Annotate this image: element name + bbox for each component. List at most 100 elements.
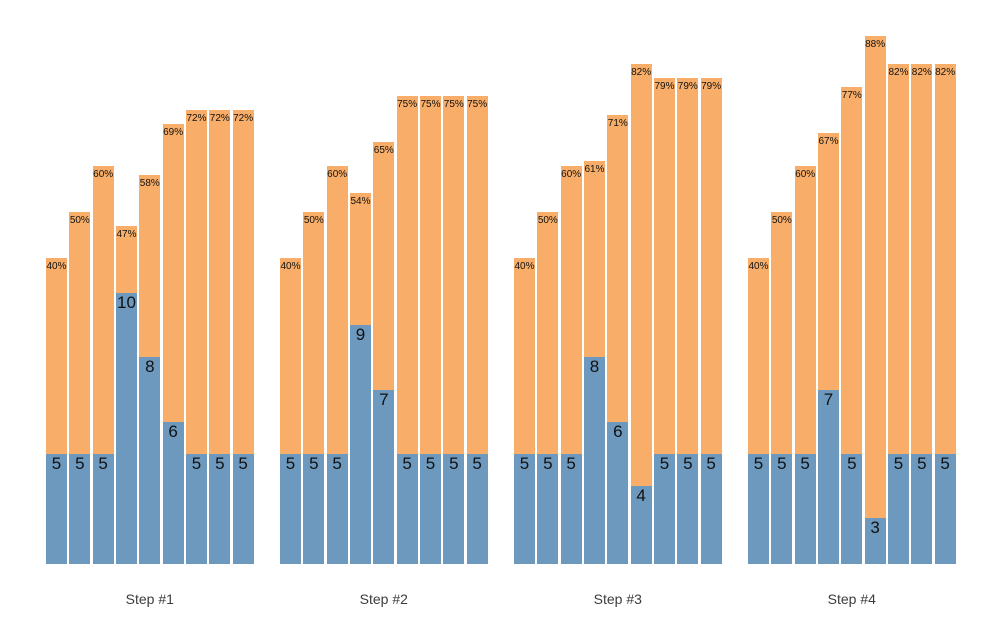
bar-value-label: 4 [636,486,646,506]
bar-blue-segment: 5 [653,454,675,564]
bar-pct-label: 58% [139,177,160,189]
bar-blue-segment: 5 [46,454,67,564]
bar-pct-label: 50% [303,214,324,226]
bar: 82% 4 [630,63,652,564]
bar-pct-label: 88% [865,39,886,50]
bar-blue-segment: 5 [514,454,535,564]
bar-orange-segment: 79% [653,77,675,454]
bar-value-label: 5 [215,454,225,473]
bar-orange-segment: 69% [162,123,184,422]
bar-value-label: 5 [566,454,576,473]
bar-value-label: 5 [191,454,202,473]
bar-value-label: 5 [777,454,787,473]
bar-blue-segment: 5 [934,454,956,564]
bar-blue-segment: 5 [841,454,863,564]
bar: 50% 5 [303,211,325,564]
bar-value-label: 5 [472,454,482,473]
bar: 50% 5 [69,211,91,564]
bar-value-label: 5 [659,454,670,473]
bar-orange-segment: 47% [115,225,137,293]
bar: 58% 8 [139,174,161,564]
bar: 75% 5 [396,96,418,564]
bar-orange-segment: 75% [443,96,465,454]
bar: 40% 5 [46,258,67,564]
bar-pct-label: 82% [631,66,652,78]
bar-value-label: 5 [402,454,412,473]
bar-orange-segment: 65% [373,142,395,390]
bar: 72% 5 [209,110,231,564]
bar-blue-segment: 5 [537,454,559,564]
bar-orange-segment: 88% [864,36,886,519]
bar-orange-segment: 60% [92,165,114,454]
bar-pct-label: 79% [654,80,675,92]
bar-pct-label: 75% [397,99,418,111]
step-label: Step #1 [125,591,174,607]
bar-pct-label: 69% [163,126,184,138]
bar: 79% 5 [700,77,722,564]
bar-pct-label: 75% [420,99,441,111]
bar-blue-segment: 5 [185,454,207,564]
bar-orange-segment: 77% [841,86,863,454]
bar-orange-segment: 60% [326,165,348,454]
bar-orange-segment: 40% [46,258,67,454]
bar: 82% 5 [887,63,909,564]
bar: 40% 5 [280,258,301,564]
bar-value-label: 5 [425,454,436,473]
bar-blue-segment: 9 [349,325,371,564]
bar-pct-label: 72% [186,113,207,124]
bar-value-label: 5 [309,454,319,473]
bar-blue-segment: 8 [139,357,161,564]
bar: 75% 5 [443,96,465,564]
bar-value-label: 5 [98,454,108,473]
bar-orange-segment: 50% [537,211,559,454]
bar: 40% 5 [748,258,769,564]
bar-value-label: 6 [613,421,623,441]
bar: 77% 5 [841,86,863,564]
bar-blue-segment: 5 [303,454,325,564]
bar-orange-segment: 75% [466,96,488,454]
bar-orange-segment: 60% [794,165,816,454]
bar-blue-segment: 5 [466,454,488,564]
step-label: Step #2 [359,591,408,607]
bar-orange-segment: 79% [677,77,699,454]
bar-blue-segment: 7 [817,389,839,564]
bar-orange-segment: 40% [748,258,769,454]
bar-orange-segment: 61% [583,160,605,358]
bar-value-label: 5 [519,454,530,473]
bar-value-label: 5 [285,454,296,473]
bar-orange-segment: 82% [630,63,652,487]
step-label: Step #3 [593,591,642,607]
bar-blue-segment: 5 [677,454,699,564]
bar-pct-label: 50% [537,214,558,226]
bar-blue-segment: 5 [748,454,769,564]
bar-blue-segment: 10 [115,293,137,564]
bar-orange-segment: 75% [396,96,418,454]
bar-orange-segment: 50% [771,211,793,454]
bar: 71% 6 [607,114,629,564]
bar-value-label: 7 [823,389,834,409]
bar-pct-label: 75% [467,99,488,111]
bar-orange-segment: 40% [280,258,301,454]
bar-value-label: 5 [238,454,248,473]
bar-value-label: 5 [940,454,950,473]
bar-pct-label: 40% [46,261,67,272]
bar: 82% 5 [934,63,956,564]
bar: 88% 3 [864,36,886,564]
bar-pct-label: 67% [818,136,839,148]
bar-value-label: 5 [753,454,764,473]
bar-value-label: 5 [847,454,857,473]
bar-orange-segment: 58% [139,174,161,358]
bar-pct-label: 75% [443,99,464,111]
bar-value-label: 8 [589,357,600,377]
bar-pct-label: 40% [748,261,769,272]
bar: 54% 9 [349,193,371,564]
bar: 40% 5 [514,258,535,564]
bar-pct-label: 65% [373,145,394,157]
bar-value-label: 5 [543,454,553,473]
bar-pct-label: 82% [888,66,909,78]
bar-blue-segment: 5 [232,454,254,564]
bar-pct-label: 54% [350,196,371,208]
